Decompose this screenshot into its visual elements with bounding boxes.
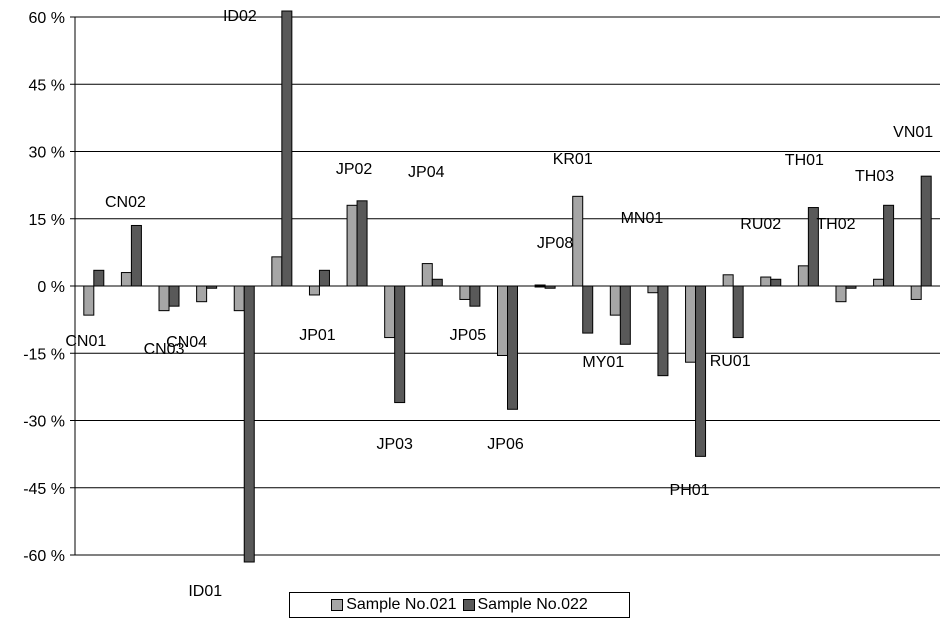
bar-sample-021-kr01 xyxy=(572,195,584,287)
bar-sample-021-ru01 xyxy=(722,274,734,287)
bar-sample-022-kr01 xyxy=(582,285,594,334)
bar-sample-021-jp02 xyxy=(346,204,358,287)
bar-sample-021-mn01 xyxy=(647,285,659,294)
category-label-th03: TH03 xyxy=(855,168,894,185)
bar-sample-021-jp06 xyxy=(497,285,508,356)
bar-sample-022-my01 xyxy=(619,285,631,345)
bar-sample-022-cn03 xyxy=(168,285,180,307)
category-label-ru02: RU02 xyxy=(740,216,781,233)
bar-sample-022-jp06 xyxy=(507,285,518,410)
y-tick-label: 45 % xyxy=(29,77,65,94)
category-label-jp05: JP05 xyxy=(450,327,487,344)
legend-label-sample-022: Sample No.022 xyxy=(477,596,588,613)
category-label-ph01: PH01 xyxy=(670,482,710,499)
bar-sample-022-th03 xyxy=(883,204,895,287)
bar-sample-022-cn01 xyxy=(93,269,105,287)
category-label-kr01: KR01 xyxy=(553,151,593,168)
y-tick-label: 30 % xyxy=(29,145,65,162)
legend-label-sample-021: Sample No.021 xyxy=(346,596,457,613)
category-label-jp08: JP08 xyxy=(537,235,574,252)
bar-sample-022-cn02 xyxy=(130,224,142,287)
category-label-mn01: MN01 xyxy=(621,210,664,227)
bar-sample-021-my01 xyxy=(609,285,621,316)
bar-sample-021-cn02 xyxy=(120,272,132,287)
bar-sample-021-cn04 xyxy=(196,285,208,303)
y-tick-label: -45 % xyxy=(23,481,65,498)
bar-sample-022-id01 xyxy=(243,285,255,563)
category-label-jp03: JP03 xyxy=(376,436,413,453)
bar-sample-022-jp01 xyxy=(318,269,330,287)
category-label-jp04: JP04 xyxy=(408,164,445,181)
bar-sample-022-jp02 xyxy=(356,200,368,287)
y-tick-label: -15 % xyxy=(23,346,65,363)
bar-sample-021-cn03 xyxy=(158,285,170,312)
bar-sample-021-vn01 xyxy=(910,285,922,300)
bar-sample-022-mn01 xyxy=(657,285,669,377)
bar-sample-021-jp01 xyxy=(308,285,320,296)
category-label-cn02: CN02 xyxy=(105,194,146,211)
bar-sample-022-ph01 xyxy=(695,285,707,457)
category-label-my01: MY01 xyxy=(582,354,624,371)
y-tick-label: 60 % xyxy=(29,10,65,27)
category-label-id02: ID02 xyxy=(223,8,257,25)
legend: Sample No.021 Sample No.022 xyxy=(289,592,630,618)
y-axis-ticks: -60 % -45 % -30 % -15 % 0 % 15 % 30 % 45 % 60 % xyxy=(23,10,75,565)
legend-item-sample-022: Sample No.022 xyxy=(462,596,588,614)
bar-sample-021-th01 xyxy=(797,265,809,287)
category-label-vn01: VN01 xyxy=(893,124,933,141)
y-tick-label: -30 % xyxy=(23,414,65,431)
legend-swatch-sample-022 xyxy=(462,599,475,611)
category-label-cn03: CN03 xyxy=(144,341,185,358)
bar-sample-021-id02 xyxy=(271,256,283,287)
bar-sample-022-jp03 xyxy=(394,285,406,404)
bar-sample-022-jp05 xyxy=(469,285,481,307)
bar-sample-021-id01 xyxy=(233,285,245,312)
category-label-jp01: JP01 xyxy=(299,327,336,344)
category-label-cn01: CN01 xyxy=(65,333,106,350)
legend-swatch-sample-021 xyxy=(331,599,344,611)
bar-sample-021-jp04 xyxy=(421,263,433,287)
bar-sample-021-ru02 xyxy=(760,276,772,287)
y-tick-label: 0 % xyxy=(37,279,65,296)
bar-sample-021-th02 xyxy=(835,285,847,303)
bar-sample-021-cn01 xyxy=(83,285,95,316)
bar-sample-022-ru01 xyxy=(732,285,744,339)
bar-sample-021-jp05 xyxy=(459,285,471,300)
bar-sample-021-jp03 xyxy=(384,285,396,339)
category-label-ru01: RU01 xyxy=(710,353,751,370)
category-label-cn04: CN04 xyxy=(166,334,207,351)
category-label-th02: TH02 xyxy=(816,216,855,233)
y-tick-label: 15 % xyxy=(29,212,65,229)
category-label-th01: TH01 xyxy=(785,152,824,169)
bar-sample-022-id02 xyxy=(281,10,293,287)
bar-sample-022-ru02 xyxy=(770,278,782,287)
bar-sample-022-vn01 xyxy=(920,175,932,287)
gridlines xyxy=(75,16,940,556)
category-label-jp06: JP06 xyxy=(487,436,524,453)
y-tick-label: -60 % xyxy=(23,548,65,565)
bar-sample-022-jp04 xyxy=(431,278,443,287)
legend-item-sample-021: Sample No.021 xyxy=(331,596,457,614)
category-label-id01: ID01 xyxy=(188,583,222,600)
category-label-jp02: JP02 xyxy=(336,161,373,178)
bar-sample-021-th03 xyxy=(873,278,885,287)
bar-sample-021-ph01 xyxy=(685,285,697,363)
